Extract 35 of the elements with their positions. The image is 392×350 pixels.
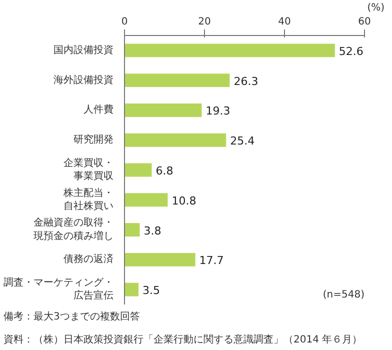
y-tick-label: 人件費 bbox=[84, 104, 114, 116]
y-tick-label: 国内設備投資 bbox=[54, 44, 114, 56]
bar bbox=[124, 133, 226, 147]
x-tick-label: 40 bbox=[278, 16, 291, 28]
bar bbox=[124, 223, 140, 237]
y-tick-label: 調査・マーケティング・広告宣伝 bbox=[4, 276, 114, 302]
y-tick-label: 企業買収・事業買収 bbox=[64, 156, 114, 182]
data-label: 6.8 bbox=[156, 164, 174, 178]
data-label: 10.8 bbox=[172, 194, 196, 208]
x-axis-title: (%) bbox=[367, 2, 385, 14]
y-tick-label: 海外設備投資 bbox=[54, 74, 114, 86]
data-label: 17.7 bbox=[199, 254, 224, 268]
bar bbox=[124, 163, 152, 177]
y-tick-label: 株主配当・自社株買い bbox=[62, 186, 114, 212]
data-label: 3.5 bbox=[142, 284, 160, 298]
x-tick-label: 60 bbox=[358, 16, 371, 28]
y-tick-label: 債務の返済 bbox=[64, 253, 114, 266]
text: 資料：（株）日本政策投資銀行「企業行動に関する意識調査」（2014 年６月） bbox=[4, 334, 362, 346]
bar bbox=[124, 282, 138, 296]
x-tick-label: 0 bbox=[121, 16, 128, 28]
x-tick-label: 20 bbox=[198, 16, 211, 28]
data-label: 3.8 bbox=[144, 224, 162, 238]
text: 備考：最大3つまでの複数回答 bbox=[4, 310, 140, 322]
data-label: 26.3 bbox=[234, 74, 258, 88]
bar bbox=[124, 74, 230, 88]
annotation: (n=548) bbox=[322, 290, 365, 300]
bar bbox=[124, 193, 168, 207]
data-label: 25.4 bbox=[230, 134, 255, 148]
bar bbox=[124, 103, 202, 117]
y-tick-label: 金融資産の取得・現預金の積み増し bbox=[34, 216, 114, 242]
data-label: 19.3 bbox=[206, 104, 230, 118]
bar bbox=[124, 252, 196, 266]
y-tick-label: 研究開発 bbox=[74, 134, 114, 146]
data-label: 52.6 bbox=[338, 44, 364, 58]
bar bbox=[124, 44, 335, 58]
